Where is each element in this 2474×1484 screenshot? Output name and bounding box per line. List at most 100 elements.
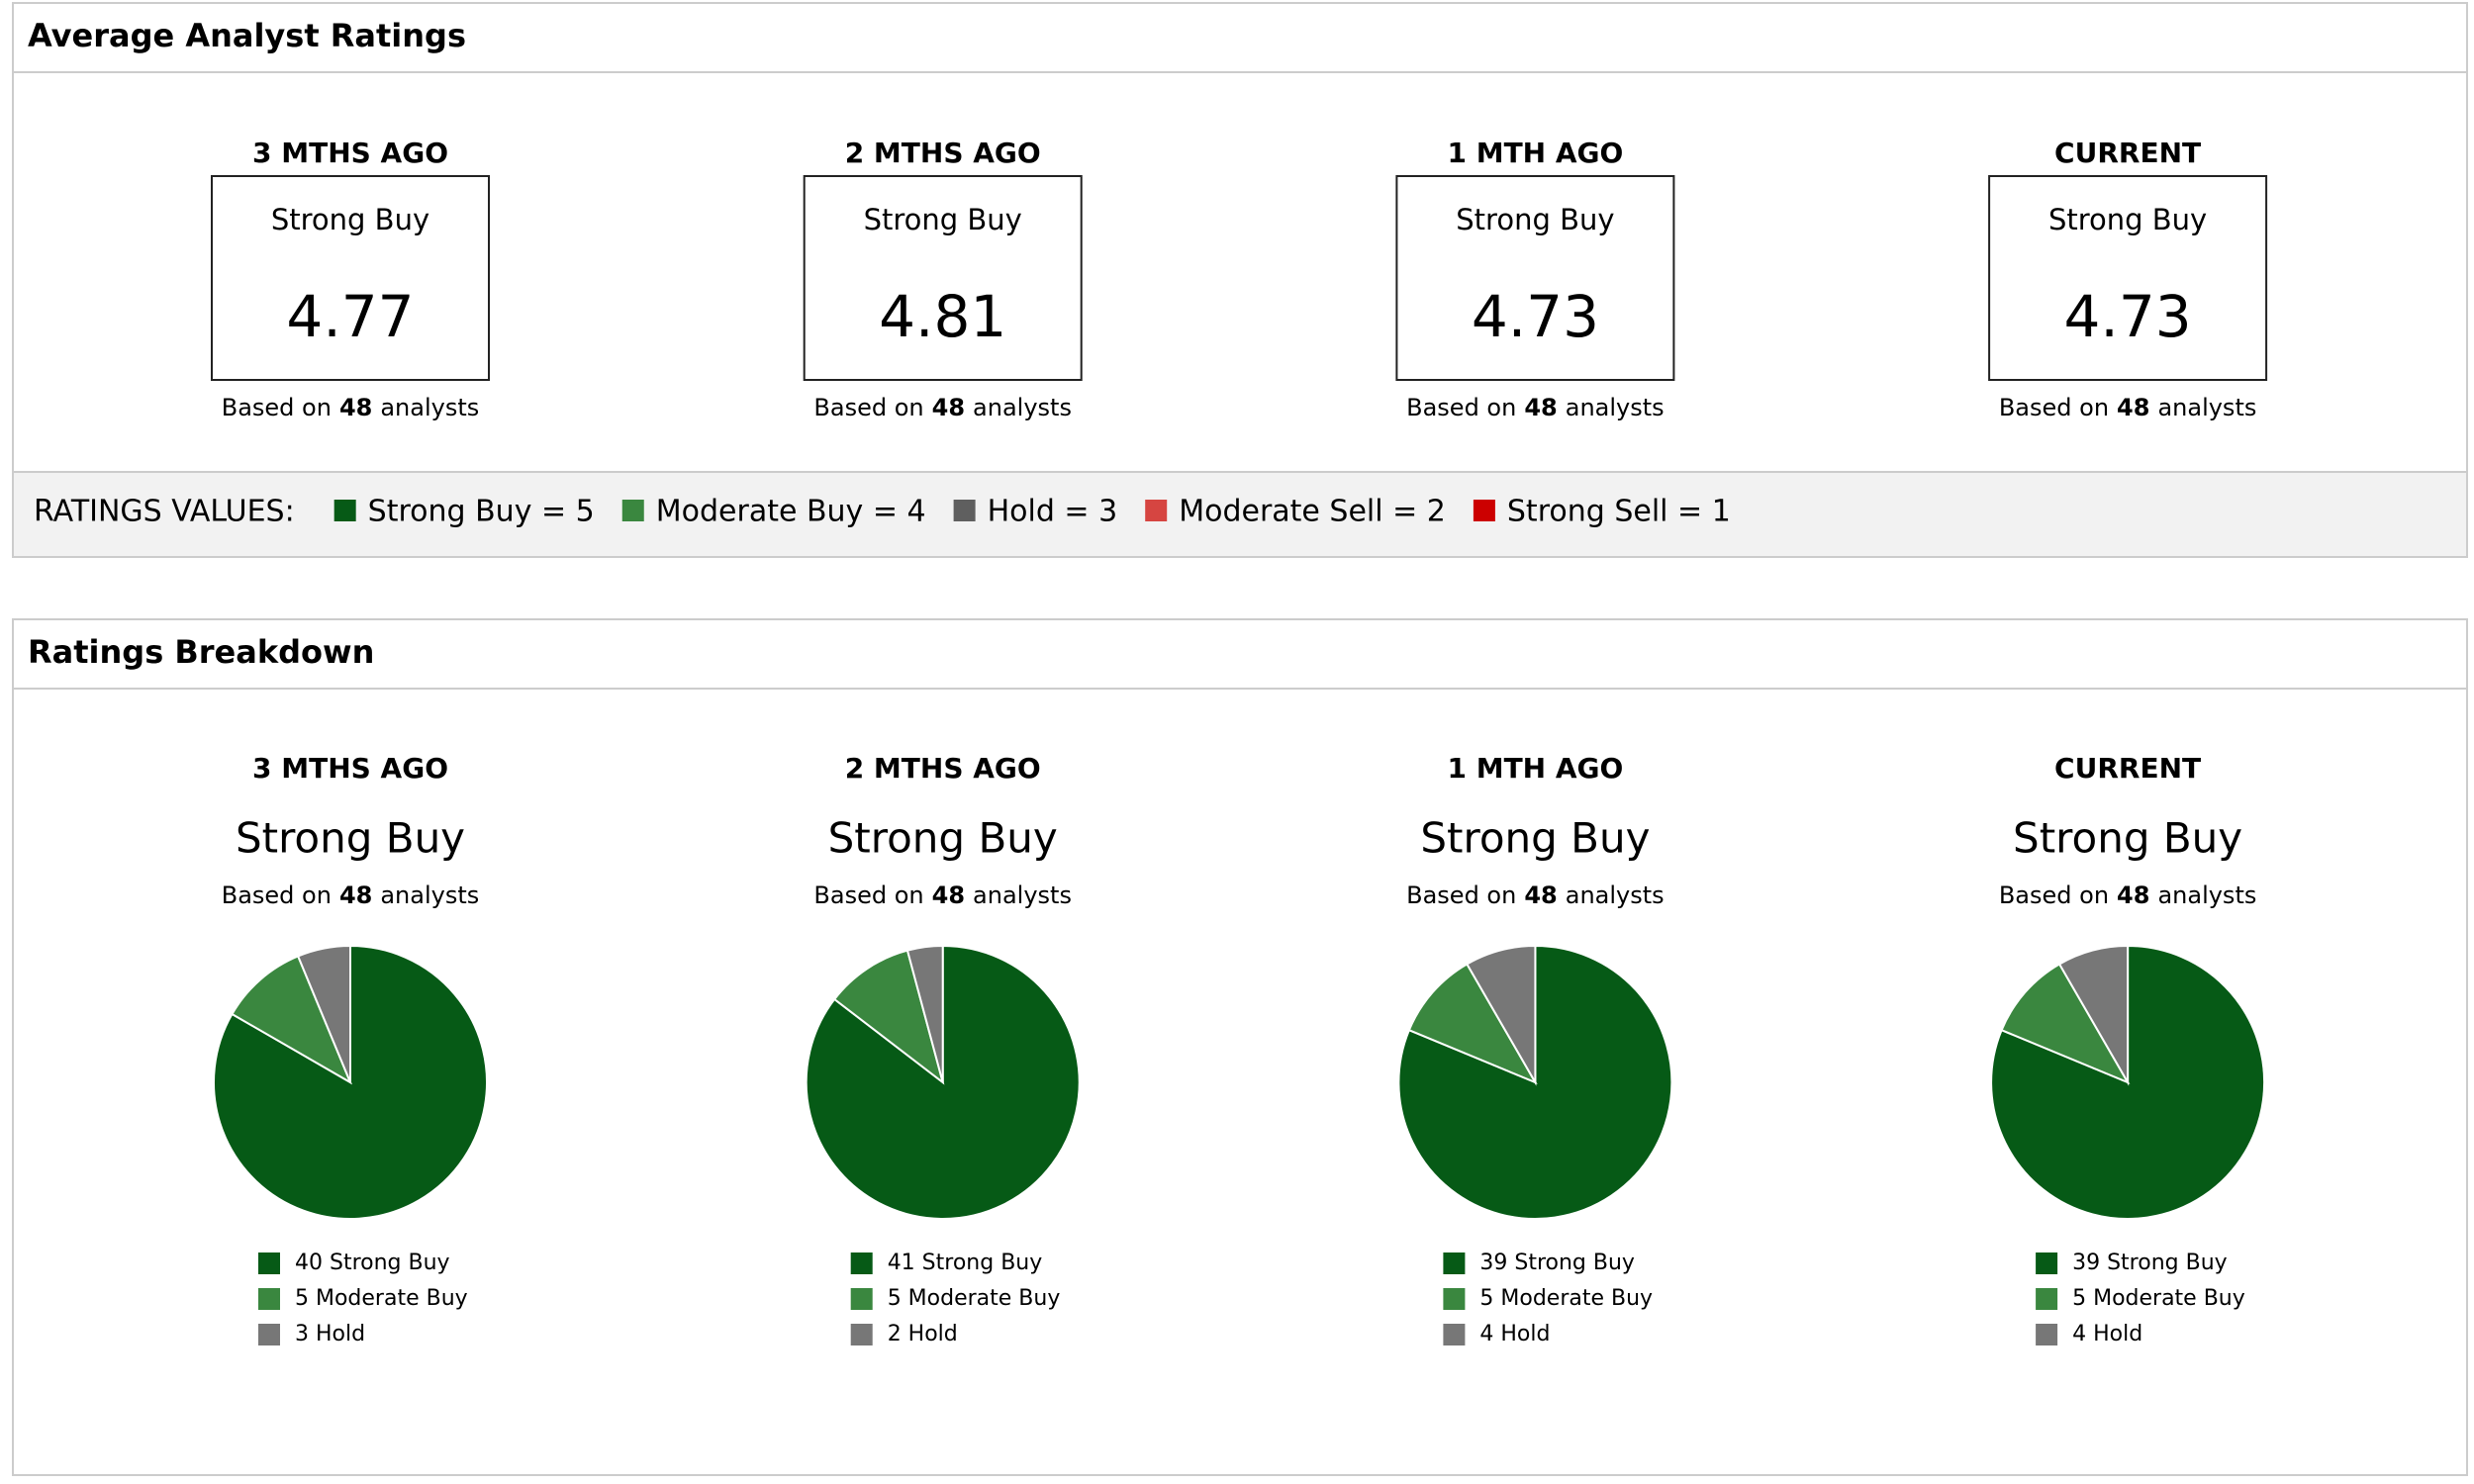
pie-slice bbox=[905, 944, 944, 1083]
legend-text: Strong Buy = 5 bbox=[368, 495, 595, 529]
pie-slice bbox=[296, 944, 351, 1083]
analyst-count: 48 bbox=[2117, 881, 2149, 909]
legend-swatch bbox=[1443, 1252, 1466, 1274]
legend-label: 5 Moderate Buy bbox=[888, 1286, 1061, 1311]
analyst-count: 48 bbox=[1524, 394, 1557, 421]
rating-text: Strong Buy bbox=[2048, 203, 2207, 236]
based-on: Based on 48 analysts bbox=[1999, 394, 2257, 421]
legend-label: 5 Moderate Buy bbox=[295, 1286, 468, 1311]
analyst-count: 48 bbox=[932, 881, 965, 909]
legend-label: 4 Hold bbox=[2072, 1322, 2142, 1346]
based-on-prefix: Based on bbox=[813, 394, 923, 421]
based-on: Based on 48 analysts bbox=[222, 881, 480, 909]
chart-subtitle: Strong Buy bbox=[1420, 814, 1650, 863]
legend-swatch bbox=[258, 1252, 280, 1274]
period-label: 1 MTH AGO bbox=[1447, 137, 1623, 169]
legend-text: Strong Sell = 1 bbox=[1507, 495, 1731, 529]
legend-label: 3 Hold bbox=[295, 1322, 365, 1346]
rating-score: 4.77 bbox=[286, 283, 414, 350]
based-on-suffix: analysts bbox=[380, 394, 479, 421]
rating-text: Strong Buy bbox=[1456, 203, 1614, 236]
analyst-count: 48 bbox=[339, 881, 372, 909]
legend-label: 41 Strong Buy bbox=[888, 1251, 1043, 1275]
legend-swatch bbox=[850, 1288, 873, 1310]
pie-slice bbox=[1466, 944, 1537, 1086]
based-on-prefix: Based on bbox=[1999, 881, 2109, 909]
legend-label: 39 Strong Buy bbox=[1479, 1251, 1635, 1275]
pie-slice bbox=[2000, 963, 2131, 1085]
legend-swatch bbox=[850, 1252, 873, 1274]
rating-box bbox=[803, 175, 1083, 381]
legend-text: Moderate Buy = 4 bbox=[656, 495, 926, 529]
based-on-suffix: analysts bbox=[2157, 881, 2256, 909]
chart-subtitle: Strong Buy bbox=[236, 814, 465, 863]
based-on-suffix: analysts bbox=[2157, 394, 2256, 421]
based-on: Based on 48 analysts bbox=[222, 394, 480, 421]
legend-swatch bbox=[1443, 1288, 1466, 1310]
legend-label: 5 Moderate Buy bbox=[2072, 1286, 2245, 1311]
legend-label: 4 Hold bbox=[1479, 1322, 1550, 1346]
pie-slice bbox=[231, 955, 353, 1085]
pie-slice bbox=[2057, 944, 2130, 1086]
based-on-suffix: analysts bbox=[1566, 881, 1665, 909]
analyst-count: 48 bbox=[2117, 394, 2149, 421]
based-on-suffix: analysts bbox=[1566, 394, 1665, 421]
based-on: Based on 48 analysts bbox=[1999, 881, 2257, 909]
legend-swatch bbox=[953, 500, 976, 521]
analyst-count: 48 bbox=[339, 394, 372, 421]
chart-title: 3 MTHS AGO bbox=[252, 752, 448, 785]
chart-title: 2 MTHS AGO bbox=[845, 752, 1041, 785]
period-label: CURRENT bbox=[2054, 137, 2201, 169]
based-on-suffix: analysts bbox=[973, 394, 1072, 421]
legend-label: 40 Strong Buy bbox=[295, 1251, 450, 1275]
based-on: Based on 48 analysts bbox=[813, 394, 1072, 421]
legend-swatch bbox=[258, 1288, 280, 1310]
based-on-prefix: Based on bbox=[1999, 394, 2109, 421]
rating-box bbox=[1988, 175, 2268, 381]
panel-title: Average Analyst Ratings bbox=[28, 17, 466, 54]
legend-swatch bbox=[621, 500, 644, 521]
legend-swatch bbox=[333, 500, 356, 521]
chart-subtitle: Strong Buy bbox=[828, 814, 1058, 863]
rating-score: 4.73 bbox=[2064, 283, 2192, 350]
legend-swatch bbox=[258, 1324, 280, 1345]
legend-swatch bbox=[1473, 500, 1495, 521]
ratings-values-label: RATINGS VALUES: bbox=[34, 495, 295, 529]
rating-score: 4.73 bbox=[1472, 283, 1599, 350]
based-on: Based on 48 analysts bbox=[1406, 394, 1665, 421]
analyst-count: 48 bbox=[1524, 881, 1557, 909]
legend-text: Moderate Sell = 2 bbox=[1179, 495, 1446, 529]
based-on-prefix: Based on bbox=[1406, 881, 1516, 909]
chart-title: 1 MTH AGO bbox=[1447, 752, 1623, 785]
panel-title: Ratings Breakdown bbox=[28, 633, 374, 671]
legend-bar bbox=[14, 472, 2466, 556]
based-on-prefix: Based on bbox=[222, 394, 332, 421]
chart-subtitle: Strong Buy bbox=[2013, 814, 2242, 863]
period-label: 2 MTHS AGO bbox=[845, 137, 1041, 169]
legend-swatch bbox=[2036, 1324, 2058, 1345]
legend-swatch bbox=[1145, 500, 1168, 521]
rating-box bbox=[211, 175, 490, 381]
legend-label: 39 Strong Buy bbox=[2072, 1251, 2228, 1275]
legend-text: Hold = 3 bbox=[988, 495, 1118, 529]
legend-swatch bbox=[1443, 1324, 1466, 1345]
legend-swatch bbox=[2036, 1252, 2058, 1274]
chart-title: CURRENT bbox=[2054, 752, 2201, 785]
based-on-prefix: Based on bbox=[222, 881, 332, 909]
legend-swatch bbox=[2036, 1288, 2058, 1310]
pie-slice bbox=[1407, 963, 1538, 1085]
based-on-suffix: analysts bbox=[380, 881, 479, 909]
rating-score: 4.81 bbox=[879, 283, 1006, 350]
legend-label: 2 Hold bbox=[888, 1322, 958, 1346]
legend-swatch bbox=[850, 1324, 873, 1345]
based-on: Based on 48 analysts bbox=[1406, 881, 1665, 909]
analyst-count: 48 bbox=[932, 394, 965, 421]
based-on: Based on 48 analysts bbox=[813, 881, 1072, 909]
based-on-suffix: analysts bbox=[973, 881, 1072, 909]
rating-box bbox=[1395, 175, 1675, 381]
period-label: 3 MTHS AGO bbox=[252, 137, 448, 169]
based-on-prefix: Based on bbox=[1406, 394, 1516, 421]
rating-text: Strong Buy bbox=[271, 203, 429, 236]
